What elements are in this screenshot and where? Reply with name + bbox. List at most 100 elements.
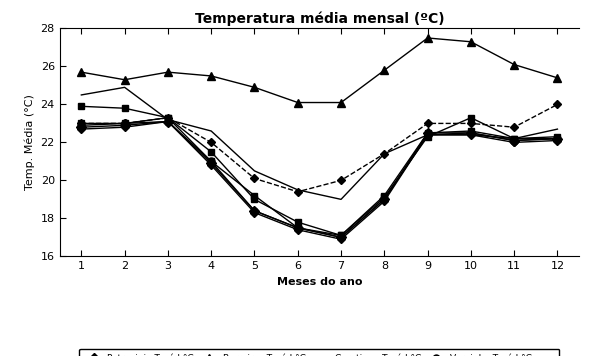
Barreiras Tméd °C (251, 85, 258, 89)
Barreiras Tméd °C (510, 62, 518, 67)
X-axis label: Meses do ano: Meses do ano (276, 277, 362, 287)
Line: Patrocinio Tméd °C: Patrocinio Tméd °C (78, 118, 561, 241)
Viçosa Tméd °C (424, 135, 431, 139)
Barreiras Tméd °C (337, 100, 344, 105)
Patrocinio Tméd °C (510, 138, 518, 143)
Araguari Tméd °C (294, 220, 301, 224)
Caratinga Tméd °C (510, 136, 518, 141)
Caratinga Tméd °C (294, 188, 301, 192)
Barreiras Tméd °C (467, 40, 475, 44)
Barreiras Tméd °C (121, 78, 128, 82)
Line: Araguari Tméd °C: Araguari Tméd °C (78, 103, 561, 239)
Vit. Conquista Tméd °C (381, 152, 388, 156)
Caratinga Tméd °C (208, 129, 215, 133)
Legend: Patrocinio Tméd °C, Araguari Tméd °C, Barreiras Tméd °C, Viçosa Tméd °C, Caratin: Patrocinio Tméd °C, Araguari Tméd °C, Ba… (79, 349, 559, 356)
Vit. Conquista Tméd °C (337, 178, 344, 183)
Varginha Tméd °C (337, 235, 344, 240)
Viçosa Tméd °C (121, 121, 128, 126)
Varginha Tméd °C (251, 209, 258, 213)
Caratinga Tméd °C (381, 152, 388, 156)
Varginha Tméd °C (381, 197, 388, 201)
Lavras Tméd °C (554, 138, 561, 143)
Araguari Tméd °C (208, 150, 215, 154)
Lavras Tméd °C (164, 119, 171, 124)
Vit. Conquista Tméd °C (424, 121, 431, 126)
Title: Temperatura média mensal (ºC): Temperatura média mensal (ºC) (195, 11, 444, 26)
Viçosa Tméd °C (78, 121, 85, 126)
Vit. Conquista Tméd °C (510, 125, 518, 129)
Patrocinio Tméd °C (467, 131, 475, 135)
Varginha Tméd °C (164, 119, 171, 124)
Viçosa Tméd °C (467, 116, 475, 120)
Caratinga Tméd °C (337, 197, 344, 201)
Barreiras Tméd °C (78, 70, 85, 74)
Patrocinio Tméd °C (337, 235, 344, 240)
Line: Barreiras Tméd °C: Barreiras Tméd °C (77, 34, 562, 107)
Line: Vit. Conquista Tméd °C: Vit. Conquista Tméd °C (79, 102, 560, 194)
Lavras Tméd °C (121, 125, 128, 129)
Araguari Tméd °C (467, 129, 475, 133)
Lavras Tméd °C (510, 140, 518, 145)
Varginha Tméd °C (467, 131, 475, 135)
Varginha Tméd °C (554, 136, 561, 141)
Vit. Conquista Tméd °C (208, 140, 215, 145)
Vit. Conquista Tméd °C (78, 121, 85, 126)
Caratinga Tméd °C (164, 117, 171, 122)
Caratinga Tméd °C (121, 85, 128, 89)
Patrocinio Tméd °C (554, 136, 561, 141)
Araguari Tméd °C (251, 197, 258, 201)
Patrocinio Tméd °C (294, 226, 301, 230)
Patrocinio Tméd °C (164, 119, 171, 124)
Lavras Tméd °C (381, 199, 388, 203)
Barreiras Tméd °C (208, 74, 215, 78)
Lavras Tméd °C (467, 133, 475, 137)
Viçosa Tméd °C (510, 136, 518, 141)
Barreiras Tméd °C (424, 36, 431, 40)
Araguari Tméd °C (424, 131, 431, 135)
Viçosa Tméd °C (208, 159, 215, 163)
Viçosa Tméd °C (294, 226, 301, 230)
Araguari Tméd °C (554, 135, 561, 139)
Varginha Tméd °C (78, 123, 85, 127)
Patrocinio Tméd °C (251, 209, 258, 213)
Varginha Tméd °C (424, 133, 431, 137)
Vit. Conquista Tméd °C (121, 121, 128, 126)
Line: Caratinga Tméd °C: Caratinga Tméd °C (81, 87, 558, 199)
Araguari Tméd °C (164, 116, 171, 120)
Caratinga Tméd °C (424, 133, 431, 137)
Viçosa Tméd °C (337, 233, 344, 237)
Varginha Tméd °C (510, 138, 518, 143)
Araguari Tméd °C (78, 104, 85, 109)
Patrocinio Tméd °C (208, 161, 215, 166)
Y-axis label: Temp. Média (°C): Temp. Média (°C) (24, 94, 35, 190)
Vit. Conquista Tméd °C (554, 102, 561, 106)
Barreiras Tméd °C (554, 76, 561, 80)
Lavras Tméd °C (78, 127, 85, 131)
Line: Viçosa Tméd °C: Viçosa Tméd °C (78, 114, 561, 239)
Araguari Tméd °C (510, 136, 518, 141)
Viçosa Tméd °C (554, 136, 561, 141)
Lavras Tméd °C (294, 227, 301, 232)
Vit. Conquista Tméd °C (467, 121, 475, 126)
Caratinga Tméd °C (467, 133, 475, 137)
Lavras Tméd °C (208, 163, 215, 167)
Barreiras Tméd °C (294, 100, 301, 105)
Vit. Conquista Tméd °C (294, 190, 301, 194)
Lavras Tméd °C (251, 210, 258, 215)
Vit. Conquista Tméd °C (251, 176, 258, 180)
Line: Varginha Tméd °C: Varginha Tméd °C (78, 118, 561, 241)
Caratinga Tméd °C (78, 93, 85, 97)
Patrocinio Tméd °C (424, 131, 431, 135)
Viçosa Tméd °C (164, 116, 171, 120)
Lavras Tméd °C (337, 237, 344, 241)
Araguari Tméd °C (121, 106, 128, 110)
Varginha Tméd °C (121, 121, 128, 126)
Caratinga Tméd °C (251, 169, 258, 173)
Varginha Tméd °C (294, 226, 301, 230)
Patrocinio Tméd °C (381, 197, 388, 201)
Araguari Tméd °C (381, 193, 388, 198)
Vit. Conquista Tméd °C (164, 116, 171, 120)
Patrocinio Tméd °C (121, 123, 128, 127)
Barreiras Tméd °C (164, 70, 171, 74)
Patrocinio Tméd °C (78, 125, 85, 129)
